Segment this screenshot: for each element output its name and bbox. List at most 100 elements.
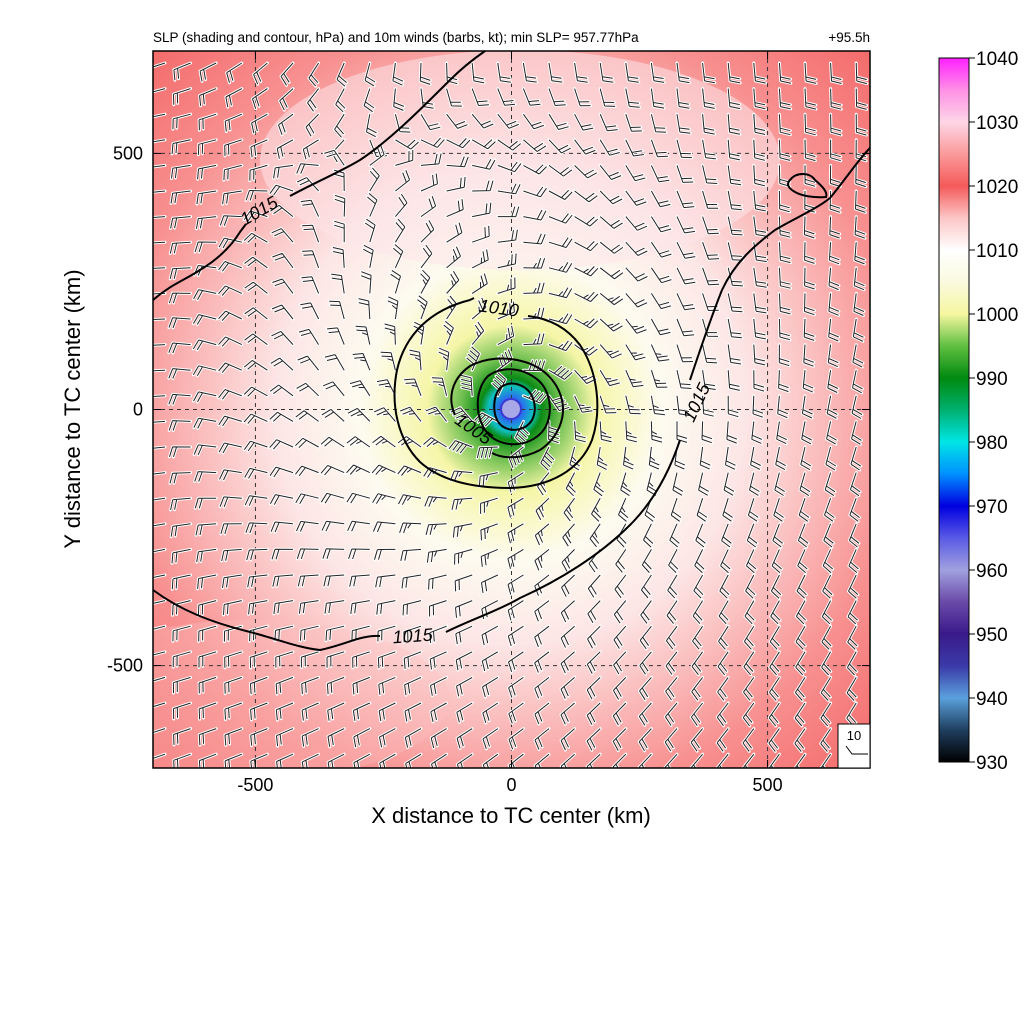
- wind-barb: [847, 625, 858, 650]
- wind-barb: [804, 267, 815, 290]
- wind-barb: [301, 702, 319, 721]
- wind-barb: [676, 139, 692, 159]
- wind-barb: [347, 520, 370, 532]
- wind-barb: [271, 548, 294, 560]
- wind-barb: [298, 328, 320, 345]
- colorbar-tick-label: 980: [976, 433, 1008, 454]
- wind-barb: [471, 139, 496, 150]
- wind-barb: [456, 676, 473, 697]
- wind-barb: [574, 62, 588, 83]
- wind-barb: [497, 139, 522, 151]
- wind-barb: [430, 676, 447, 696]
- wind-barb: [650, 395, 665, 416]
- wind-barb: [413, 321, 425, 345]
- wind-barb: [497, 183, 521, 195]
- wind-barb: [379, 728, 396, 748]
- wind-barb: [574, 266, 599, 277]
- wind-barb: [848, 574, 859, 599]
- wind-barb: [823, 523, 834, 548]
- wind-barb: [352, 702, 371, 721]
- wind-barb: [820, 677, 832, 701]
- wind-barb: [548, 365, 573, 380]
- wind-barb: [471, 273, 488, 294]
- wind-barb: [676, 293, 695, 311]
- wind-barb: [295, 465, 319, 477]
- wind-barb: [563, 497, 576, 522]
- wind-barb: [727, 216, 743, 236]
- wind-barb: [599, 318, 623, 332]
- wind-barb: [690, 728, 703, 752]
- wind-barb: [376, 600, 396, 615]
- wind-barb: [420, 153, 442, 166]
- wind-barb: [245, 190, 268, 201]
- wind-barb: [273, 164, 294, 179]
- wind-barb: [481, 574, 499, 593]
- wind-barb: [392, 244, 404, 269]
- wind-barb: [308, 62, 320, 87]
- wind-barb: [198, 625, 217, 642]
- wind-barb: [778, 370, 789, 393]
- wind-barb: [799, 472, 811, 497]
- wind-barb: [507, 497, 524, 518]
- wind-barb: [272, 252, 294, 269]
- wind-barb: [667, 574, 678, 599]
- wind-barb: [244, 256, 268, 269]
- wind-barb: [334, 113, 345, 138]
- wind-barb: [417, 295, 428, 320]
- wind-barb: [455, 651, 473, 671]
- wind-barb: [855, 114, 867, 136]
- wind-barb: [169, 472, 191, 484]
- wind-barb: [508, 446, 524, 468]
- wind-barb: [650, 421, 663, 443]
- wind-barb: [454, 548, 473, 565]
- wind-barb: [778, 139, 791, 161]
- wind-barb: [824, 472, 836, 497]
- wind-barb: [614, 574, 627, 599]
- wind-barb: [218, 442, 242, 454]
- wind-barb: [198, 113, 217, 131]
- wind-barb: [302, 139, 319, 160]
- wind-barb: [420, 113, 441, 131]
- wind-barb: [796, 574, 807, 599]
- wind-barb: [599, 216, 623, 229]
- wind-barb: [218, 285, 243, 296]
- wind-barb: [295, 437, 319, 448]
- wind-barb: [599, 165, 622, 180]
- wind-barb: [153, 113, 166, 118]
- wind-barb: [369, 167, 380, 192]
- wind-barb: [305, 113, 319, 137]
- wind-barb: [560, 625, 575, 648]
- wind-barb: [615, 549, 627, 573]
- wind-barb: [405, 753, 422, 768]
- wind-barb: [276, 139, 294, 159]
- wind-barb: [718, 600, 729, 625]
- wind-barb: [650, 216, 672, 233]
- wind-barb: [650, 318, 671, 336]
- wind-barb: [299, 625, 319, 641]
- wind-barb: [639, 651, 652, 675]
- wind-barb: [676, 267, 696, 285]
- wind-barb: [168, 368, 191, 379]
- wind-barb: [565, 472, 576, 497]
- wind-barb: [270, 521, 294, 533]
- wind-barb: [497, 62, 511, 83]
- wind-barb: [300, 302, 320, 320]
- wind-barb: [846, 677, 857, 701]
- wind-barb: [153, 241, 166, 244]
- wind-barb: [638, 702, 652, 726]
- wind-barb: [665, 625, 678, 650]
- wind-barb: [548, 340, 573, 352]
- wind-barb: [523, 360, 546, 372]
- wind-barb: [828, 267, 840, 291]
- wind-barb: [243, 413, 268, 424]
- wind-barb: [168, 317, 191, 329]
- wind-barb: [534, 728, 550, 750]
- wind-barb: [534, 523, 550, 546]
- wind-barb: [172, 625, 191, 642]
- wind-barb: [773, 498, 784, 522]
- wind-barb: [778, 344, 790, 367]
- wind-barb: [522, 62, 537, 83]
- wind-barb: [153, 420, 166, 423]
- colorbar: 930 940 950 960 970 980 990 1000 1010 1020 1030 104…: [938, 49, 1018, 774]
- wind-barb: [334, 220, 345, 243]
